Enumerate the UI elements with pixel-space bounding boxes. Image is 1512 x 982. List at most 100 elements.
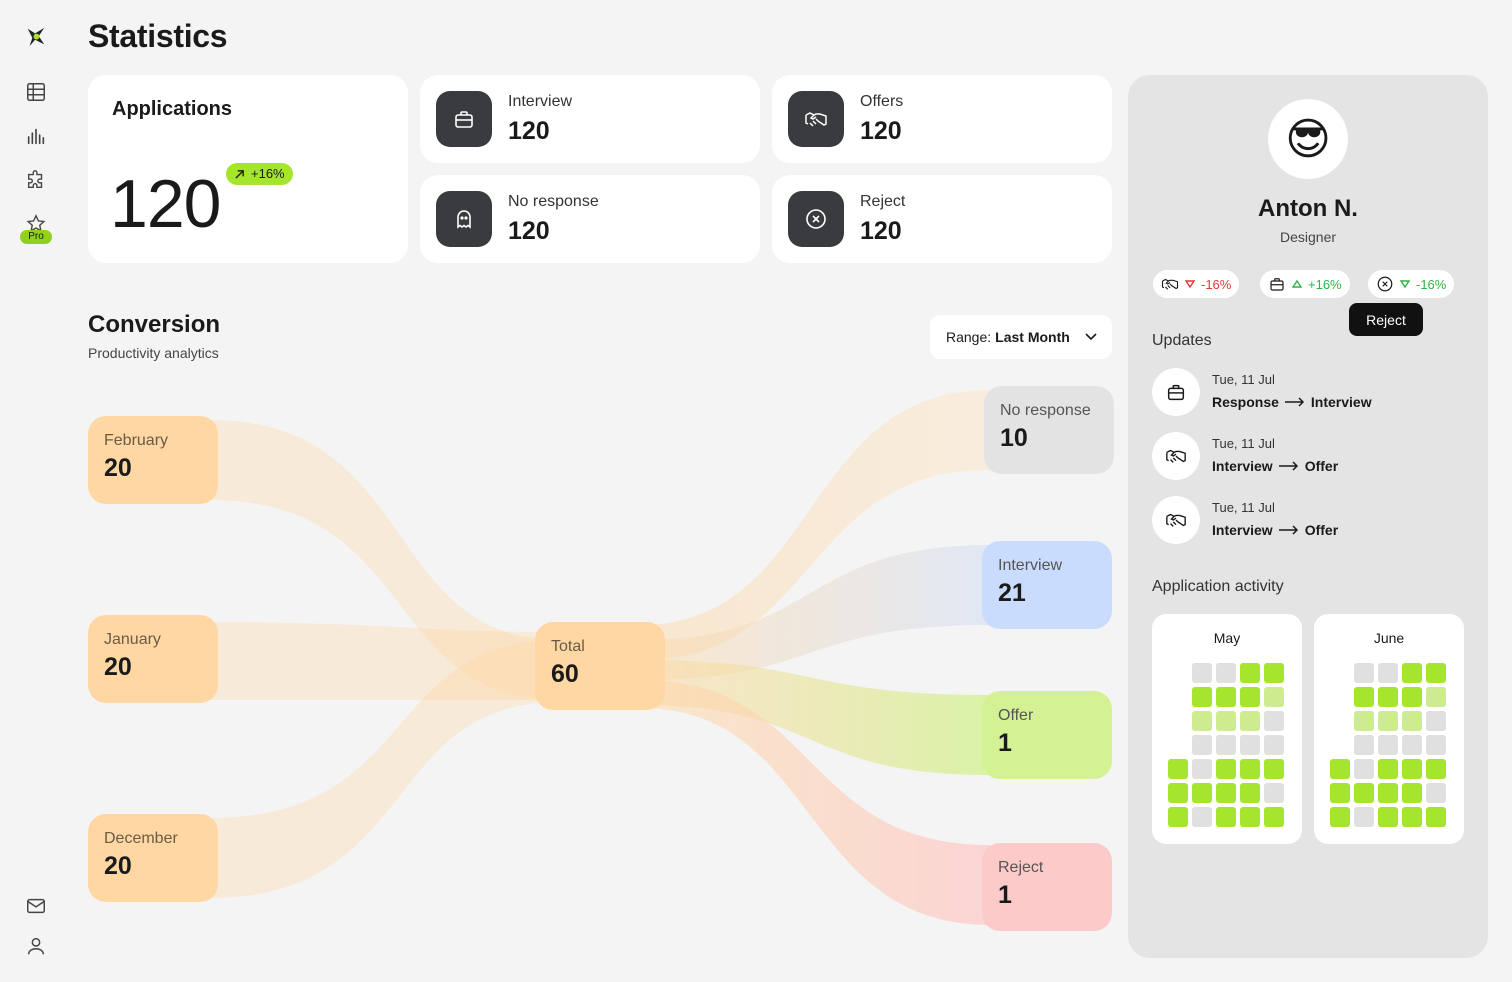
activity-cell[interactable] <box>1354 735 1374 755</box>
activity-cell[interactable] <box>1216 711 1236 731</box>
flow-total-reject <box>640 680 990 925</box>
activity-cell[interactable] <box>1264 783 1284 803</box>
activity-cell[interactable] <box>1402 783 1422 803</box>
node-reject[interactable]: Reject 1 <box>982 843 1112 931</box>
chart-icon[interactable] <box>20 120 52 152</box>
briefcase-icon <box>1270 278 1284 291</box>
activity-cell[interactable] <box>1216 759 1236 779</box>
activity-cell[interactable] <box>1378 687 1398 707</box>
stat-card-reject[interactable]: Reject 120 <box>772 175 1112 263</box>
activity-cell[interactable] <box>1264 711 1284 731</box>
profile-panel: 😎 Anton N. Designer -16% +16% -16% Rejec… <box>1128 75 1488 958</box>
activity-cell[interactable] <box>1192 663 1212 683</box>
chip-reject-change[interactable]: -16% <box>1368 270 1455 298</box>
handshake-icon <box>788 91 844 147</box>
mail-icon[interactable] <box>20 890 52 922</box>
node-value: 20 <box>104 653 132 681</box>
activity-cell[interactable] <box>1426 783 1446 803</box>
activity-cell[interactable] <box>1192 783 1212 803</box>
activity-cell[interactable] <box>1330 807 1350 827</box>
activity-cell[interactable] <box>1216 687 1236 707</box>
activity-cell[interactable] <box>1216 663 1236 683</box>
activity-cell[interactable] <box>1240 735 1260 755</box>
activity-cell[interactable] <box>1216 807 1236 827</box>
activity-cell[interactable] <box>1354 663 1374 683</box>
activity-cell[interactable] <box>1264 759 1284 779</box>
chevron-down-icon <box>1085 333 1097 341</box>
pro-badge: Pro <box>20 230 52 244</box>
activity-cell[interactable] <box>1264 807 1284 827</box>
activity-cell[interactable] <box>1402 807 1422 827</box>
logo-icon[interactable] <box>20 21 52 53</box>
activity-cell[interactable] <box>1264 735 1284 755</box>
activity-cell[interactable] <box>1378 783 1398 803</box>
activity-cell[interactable] <box>1426 687 1446 707</box>
activity-cell[interactable] <box>1168 759 1188 779</box>
node-label: Total <box>551 638 585 655</box>
activity-cell[interactable] <box>1402 759 1422 779</box>
activity-cell[interactable] <box>1402 711 1422 731</box>
activity-cell[interactable] <box>1216 783 1236 803</box>
activity-cell[interactable] <box>1168 783 1188 803</box>
table-icon[interactable] <box>20 76 52 108</box>
avatar[interactable]: 😎 <box>1268 99 1348 179</box>
node-no-response[interactable]: No response 10 <box>984 386 1114 474</box>
node-offer[interactable]: Offer 1 <box>982 691 1112 779</box>
activity-cell[interactable] <box>1378 711 1398 731</box>
activity-cell[interactable] <box>1240 663 1260 683</box>
stat-card-offers[interactable]: Offers 120 <box>772 75 1112 163</box>
activity-cell[interactable] <box>1216 735 1236 755</box>
activity-cell[interactable] <box>1240 783 1260 803</box>
stat-card-no-response[interactable]: No response 120 <box>420 175 760 263</box>
activity-grid <box>1330 663 1446 827</box>
activity-cell[interactable] <box>1330 759 1350 779</box>
node-february[interactable]: February 20 <box>88 416 218 504</box>
activity-cell[interactable] <box>1354 807 1374 827</box>
node-january[interactable]: January 20 <box>88 615 218 703</box>
activity-cell[interactable] <box>1426 807 1446 827</box>
node-total[interactable]: Total 60 <box>535 622 665 710</box>
activity-cell[interactable] <box>1378 735 1398 755</box>
activity-cell[interactable] <box>1426 735 1446 755</box>
activity-cell[interactable] <box>1264 687 1284 707</box>
activity-cell[interactable] <box>1192 735 1212 755</box>
activity-cell[interactable] <box>1192 807 1212 827</box>
update-date: Tue, 11 Jul <box>1212 436 1275 451</box>
update-item[interactable]: Tue, 11 Jul Interview Offer <box>1152 496 1472 546</box>
user-icon[interactable] <box>20 930 52 962</box>
range-dropdown[interactable]: Range: Last Month <box>930 315 1112 359</box>
activity-cell[interactable] <box>1240 687 1260 707</box>
chip-interview-change[interactable]: +16% <box>1260 270 1350 298</box>
activity-cell[interactable] <box>1354 783 1374 803</box>
activity-cell[interactable] <box>1402 663 1422 683</box>
activity-cell[interactable] <box>1192 687 1212 707</box>
activity-cell[interactable] <box>1378 807 1398 827</box>
update-item[interactable]: Tue, 11 Jul Response Interview <box>1152 368 1472 418</box>
stat-card-interview[interactable]: Interview 120 <box>420 75 760 163</box>
activity-cell[interactable] <box>1240 711 1260 731</box>
activity-cell[interactable] <box>1354 759 1374 779</box>
activity-cell[interactable] <box>1330 783 1350 803</box>
puzzle-icon[interactable] <box>20 164 52 196</box>
activity-cell[interactable] <box>1240 759 1260 779</box>
activity-cell[interactable] <box>1168 807 1188 827</box>
activity-cell[interactable] <box>1402 735 1422 755</box>
activity-cell[interactable] <box>1426 759 1446 779</box>
node-interview[interactable]: Interview 21 <box>982 541 1112 629</box>
update-item[interactable]: Tue, 11 Jul Interview Offer <box>1152 432 1472 482</box>
activity-cell[interactable] <box>1192 759 1212 779</box>
activity-cell[interactable] <box>1426 663 1446 683</box>
triangle-down-icon <box>1400 280 1410 288</box>
pro-star-icon[interactable] <box>20 208 52 240</box>
activity-cell[interactable] <box>1264 663 1284 683</box>
activity-cell[interactable] <box>1354 711 1374 731</box>
activity-cell[interactable] <box>1354 687 1374 707</box>
activity-cell[interactable] <box>1402 687 1422 707</box>
node-december[interactable]: December 20 <box>88 814 218 902</box>
activity-cell[interactable] <box>1378 759 1398 779</box>
activity-cell[interactable] <box>1426 711 1446 731</box>
activity-cell[interactable] <box>1192 711 1212 731</box>
activity-cell[interactable] <box>1240 807 1260 827</box>
chip-offers-change[interactable]: -16% <box>1153 270 1240 298</box>
activity-cell[interactable] <box>1378 663 1398 683</box>
